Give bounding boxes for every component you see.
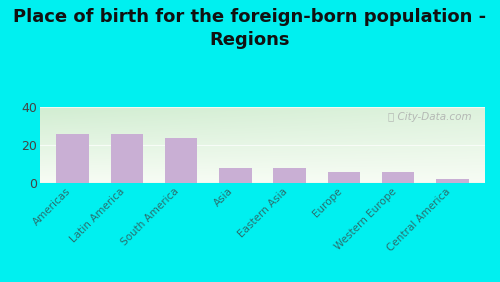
Text: Place of birth for the foreign-born population -
Regions: Place of birth for the foreign-born popu… [14, 8, 486, 49]
Bar [110, 134, 143, 183]
Bar [219, 168, 252, 183]
Bar [436, 179, 468, 183]
Bar [328, 172, 360, 183]
Bar [274, 168, 306, 183]
Bar [56, 134, 89, 183]
Text: ⓘ City-Data.com: ⓘ City-Data.com [388, 113, 471, 122]
Bar [382, 172, 414, 183]
Bar [165, 138, 198, 183]
